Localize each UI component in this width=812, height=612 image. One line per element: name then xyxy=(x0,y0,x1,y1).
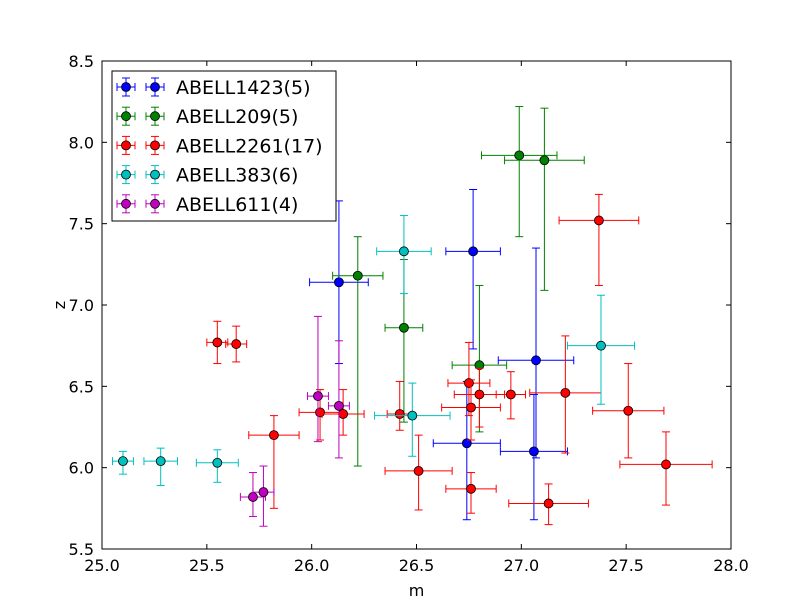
data-point xyxy=(338,409,349,419)
x-tick-label: 27.5 xyxy=(608,556,644,575)
data-point xyxy=(413,466,424,476)
legend-label: ABELL611(4) xyxy=(176,194,298,216)
data-point xyxy=(118,456,128,467)
y-tick-label: 6.0 xyxy=(69,459,94,478)
legend-marker xyxy=(121,111,131,122)
y-tick-label: 5.5 xyxy=(69,540,94,559)
series-group xyxy=(309,189,575,521)
data-point xyxy=(474,389,485,400)
data-series xyxy=(111,106,713,527)
data-point xyxy=(543,498,554,509)
data-point xyxy=(505,389,516,400)
y-tick-label: 8.5 xyxy=(69,52,94,71)
data-point xyxy=(466,483,476,494)
legend-marker xyxy=(121,82,131,92)
series-group xyxy=(239,315,350,527)
error-bar xyxy=(327,340,350,459)
y-axis-label: z xyxy=(50,301,69,309)
legend-entry: ABELL2261(17) xyxy=(116,135,323,157)
data-point xyxy=(514,150,525,161)
data-point xyxy=(594,215,604,226)
data-point xyxy=(468,246,479,257)
legend-entry: ABELL1423(5) xyxy=(116,77,310,99)
x-tick-label: 25.0 xyxy=(84,556,120,575)
legend-box xyxy=(111,70,337,222)
legend-marker xyxy=(150,198,160,209)
data-point xyxy=(315,407,325,418)
legend-marker xyxy=(121,169,131,180)
error-bar xyxy=(306,315,329,443)
data-point xyxy=(661,459,671,470)
legend-entry: ABELL209(5) xyxy=(116,106,298,128)
legend-entry: ABELL383(6) xyxy=(116,165,298,187)
legend-label: ABELL209(5) xyxy=(176,106,298,128)
data-point xyxy=(539,155,550,166)
data-point xyxy=(466,402,476,413)
legend-label: ABELL2261(17) xyxy=(176,135,323,157)
series-group xyxy=(332,106,585,467)
tick-labels: 25.0 25.5 26.0 26.5 27.0 27.5 28.0 5.5 6.0 6.5 7.0… xyxy=(69,52,749,575)
error-bar xyxy=(499,393,568,521)
data-point xyxy=(258,487,269,497)
data-point xyxy=(212,457,223,468)
data-point xyxy=(352,270,363,281)
y-tick-label: 6.5 xyxy=(69,377,94,396)
y-tick-label: 8.0 xyxy=(69,133,94,152)
data-point xyxy=(461,438,472,449)
x-tick-label: 25.5 xyxy=(189,556,225,575)
legend-marker xyxy=(121,140,131,151)
series-group xyxy=(111,215,636,487)
legend: ABELL1423(5) ABELL209(5) ABELL2261(17) ABEL… xyxy=(111,70,337,222)
legend-marker xyxy=(150,82,160,92)
data-point xyxy=(399,246,409,257)
data-point xyxy=(212,337,223,348)
data-point xyxy=(623,405,634,416)
plot-frame xyxy=(101,60,732,550)
data-point xyxy=(399,322,409,333)
data-point xyxy=(394,409,405,419)
data-point xyxy=(334,277,344,288)
legend-label: ABELL1423(5) xyxy=(176,77,310,99)
legend-entry: ABELL611(4) xyxy=(116,194,298,216)
data-point xyxy=(596,340,606,351)
data-point xyxy=(531,355,541,366)
x-axis-label: m xyxy=(409,581,425,600)
data-point xyxy=(155,456,166,467)
y-tick-label: 7.0 xyxy=(69,296,94,315)
legend-label: ABELL383(6) xyxy=(176,165,298,187)
data-point xyxy=(334,400,344,411)
legend-marker xyxy=(150,111,160,122)
data-point xyxy=(269,430,279,441)
x-tick-label: 27.0 xyxy=(504,556,540,575)
y-tick-label: 7.5 xyxy=(69,215,94,234)
x-tick-label: 26.5 xyxy=(399,556,435,575)
legend-marker xyxy=(150,169,160,180)
data-point xyxy=(560,387,571,398)
data-point xyxy=(407,410,418,421)
axis-ticks xyxy=(101,60,732,550)
data-point xyxy=(313,391,323,401)
data-point xyxy=(231,339,242,349)
data-point xyxy=(529,446,539,457)
legend-marker xyxy=(150,140,160,151)
x-tick-label: 26.0 xyxy=(294,556,330,575)
legend-marker xyxy=(121,198,131,209)
x-tick-label: 28.0 xyxy=(713,556,749,575)
